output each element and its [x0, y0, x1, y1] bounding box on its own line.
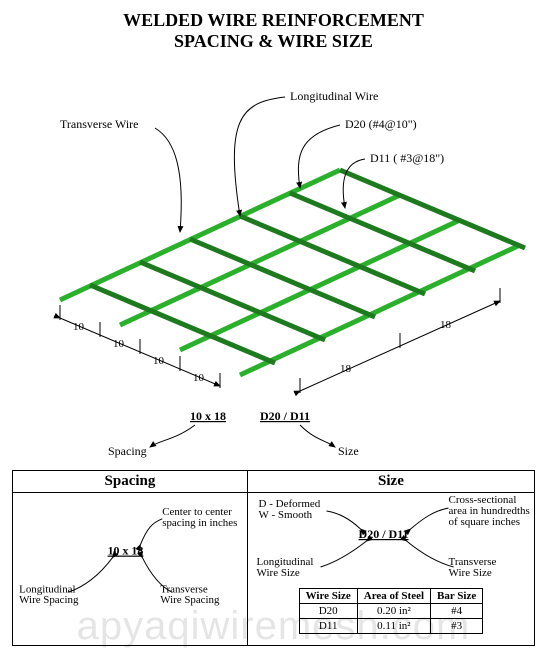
svg-text:18: 18 [340, 363, 352, 375]
long-spacing-label: LongitudinalWire Spacing [19, 583, 79, 606]
svg-text:18: 18 [440, 319, 452, 331]
svg-text:10: 10 [73, 321, 85, 333]
long-size-label: LongitudinalWire Size [256, 556, 313, 579]
svg-text:10: 10 [193, 372, 205, 384]
dims-right: 18 18 [300, 288, 500, 393]
trans-spacing-label: TransverseWire Spacing [160, 583, 220, 606]
legend-table: Spacing Size 10 x 18 Center to centerspa… [12, 470, 535, 646]
svg-text:D20 / D11: D20 / D11 [358, 527, 408, 541]
trans-size-label: TransverseWire Size [448, 556, 496, 579]
svg-text:10: 10 [153, 355, 165, 367]
dw-label: D - DeformedW - Smooth [258, 498, 320, 521]
title-line-1: WELDED WIRE REINFORCEMENT [123, 10, 424, 30]
svg-text:10 x 18: 10 x 18 [108, 544, 144, 558]
longitudinal-wire-label: Longitudinal Wire [290, 89, 378, 103]
size-header: Size [247, 471, 534, 493]
svg-text:D20 / D11: D20 / D11 [260, 409, 310, 423]
title-line-2: SPACING & WIRE SIZE [174, 31, 373, 51]
wire-mesh [60, 170, 525, 375]
wire-size-table: Wire Size Area of Steel Bar Size D20 0.2… [299, 588, 484, 634]
page-title: WELDED WIRE REINFORCEMENT SPACING & WIRE… [0, 0, 547, 51]
notation: 10 x 18 D20 / D11 Spacing Size [108, 409, 359, 458]
center-label: Center to centerspacing in inches [162, 506, 237, 529]
main-diagram: Longitudinal Wire Transverse Wire D20 (#… [0, 60, 547, 460]
size-cell: D20 / D11 D - DeformedW - Smooth Cross-s… [247, 493, 534, 646]
spacing-header: Spacing [13, 471, 248, 493]
spacing-cell: 10 x 18 Center to centerspacing in inche… [13, 493, 248, 646]
svg-text:Spacing: Spacing [108, 444, 147, 458]
d11-label: D11 ( #3@18") [370, 151, 444, 165]
svg-text:10: 10 [113, 338, 125, 350]
svg-text:Size: Size [338, 444, 359, 458]
transverse-wire-label: Transverse Wire [60, 117, 139, 131]
svg-text:10 x 18: 10 x 18 [190, 409, 226, 423]
area-label: Cross-sectionalarea in hundredthsof squa… [448, 494, 529, 528]
d20-label: D20 (#4@10") [345, 117, 417, 131]
